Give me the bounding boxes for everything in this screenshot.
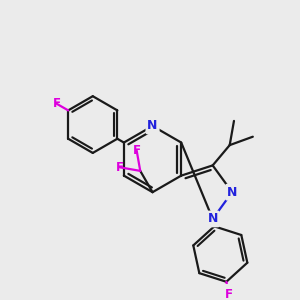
Text: F: F xyxy=(133,144,141,157)
Text: F: F xyxy=(225,288,233,300)
Text: F: F xyxy=(53,97,61,110)
Text: N: N xyxy=(147,119,158,133)
Text: N: N xyxy=(227,186,237,199)
Text: F: F xyxy=(116,161,124,174)
Text: N: N xyxy=(208,212,218,226)
